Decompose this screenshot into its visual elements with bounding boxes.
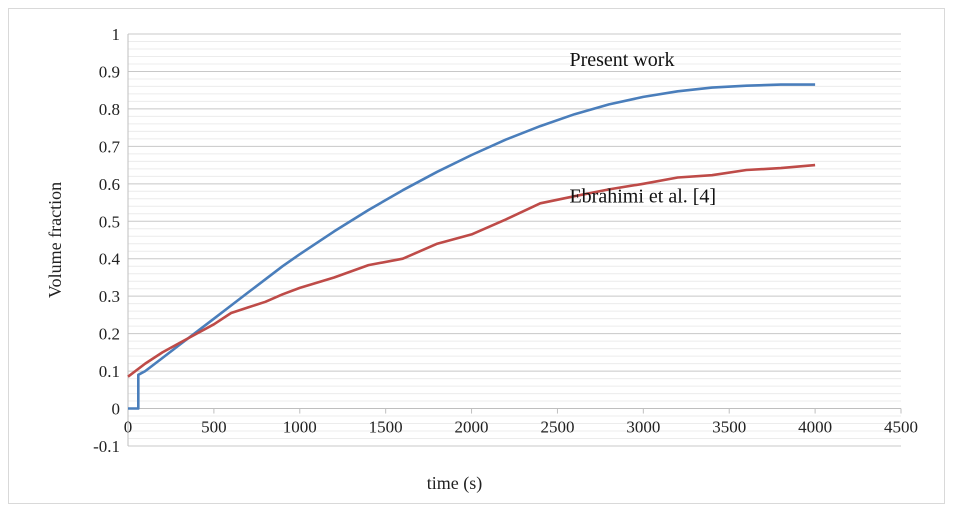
x-axis-title: time (s): [427, 473, 483, 494]
series-line: [128, 83, 816, 410]
x-tick-label: 3000: [626, 418, 660, 437]
series-layer: [127, 83, 816, 410]
series-labels: Present work Ebrahimi et al. [4]: [569, 49, 716, 208]
y-tick-label: 0.7: [99, 137, 121, 156]
y-tick-label: 0.1: [99, 362, 120, 381]
series-annotation: Present work: [569, 49, 674, 71]
x-tick-label: 2000: [455, 418, 489, 437]
y-tick-label: 0.5: [99, 212, 120, 231]
x-tick-label: 1000: [283, 418, 317, 437]
x-tick-label: 4500: [884, 418, 918, 437]
y-tick-label: 1: [112, 25, 121, 44]
y-tick-label: 0.3: [99, 287, 120, 306]
y-tick-label: 0: [112, 400, 121, 419]
x-tick-label: 2500: [540, 418, 574, 437]
y-tick-label: 0.2: [99, 325, 120, 344]
y-tick-label: 0.4: [99, 250, 121, 269]
x-tick-label: 0: [124, 418, 133, 437]
line-chart: -0.100.10.20.30.40.50.60.70.80.910 500 100…: [45, 25, 918, 494]
series-annotation: Ebrahimi et al. [4]: [569, 186, 716, 208]
y-tick-label: -0.1: [93, 437, 120, 456]
grid-lines: [128, 33, 901, 447]
y-tick-label: 0.8: [99, 100, 120, 119]
x-tick-label: 4000: [798, 418, 832, 437]
chart-frame: -0.1 0 0.1 0.2 0.3 0.4 0.5 0.6 0.7 0.8 0.9 1 0 500 100…: [8, 8, 945, 504]
y-tick-label: 0.9: [99, 62, 120, 81]
axes: [127, 34, 902, 446]
tick-labels: -0.100.10.20.30.40.50.60.70.80.910 500 100…: [93, 25, 918, 456]
x-tick-label: 500: [201, 418, 227, 437]
series-line: [127, 163, 816, 378]
x-tick-label: 3500: [712, 418, 746, 437]
y-tick-label: 0.6: [99, 175, 120, 194]
y-axis-title: Volume fraction: [45, 182, 65, 298]
x-tick-label: 1500: [369, 418, 403, 437]
